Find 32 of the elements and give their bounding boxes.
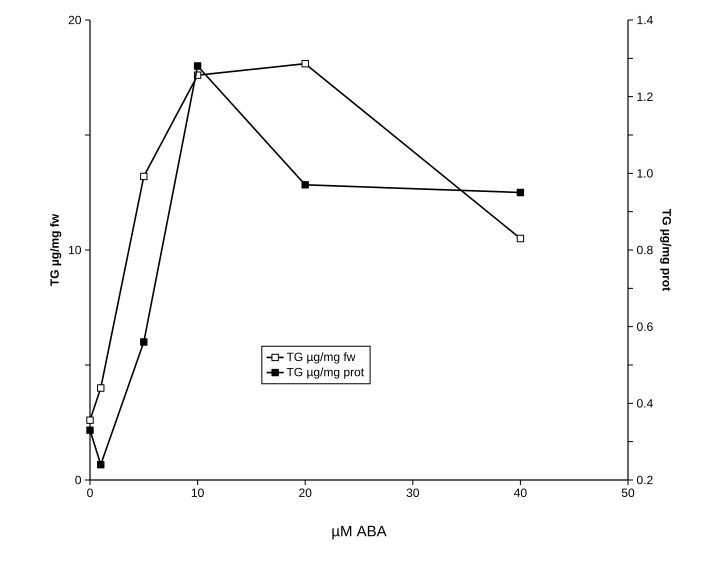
point <box>86 426 94 434</box>
y2-tick-label: 1.2 <box>637 92 653 101</box>
y-tick-label: 0 <box>75 476 82 484</box>
point <box>302 181 309 189</box>
x-tick-label: 0 <box>87 488 93 498</box>
point <box>140 172 148 180</box>
x-tick-label: 30 <box>406 488 420 498</box>
y2-tick-label: 0.4 <box>637 399 653 408</box>
point <box>194 62 202 70</box>
y2-tick-label: 1.4 <box>637 16 653 24</box>
point <box>140 338 148 346</box>
legend-label: TG µg/mg prot <box>286 368 364 379</box>
y-tick-label: 20 <box>68 16 82 24</box>
y2-tick-label: 0.6 <box>637 322 653 331</box>
point <box>86 416 94 424</box>
x-tick-label: 20 <box>299 488 312 498</box>
x-tick-label: 40 <box>514 488 527 498</box>
x-tick-label: 50 <box>622 488 634 498</box>
point <box>516 188 524 196</box>
y2-axis-title: TG µg/mg prot <box>660 209 672 291</box>
legend-label: TG µg/mg fw <box>286 352 356 364</box>
point <box>97 384 104 392</box>
y-axis-title: TG µg/mg fw <box>50 214 62 286</box>
point <box>97 460 104 468</box>
point <box>302 60 309 68</box>
y2-tick-label: 0.2 <box>637 476 653 484</box>
point <box>516 234 524 242</box>
x-tick-label: 10 <box>192 488 204 498</box>
y2-tick-label: 1.0 <box>637 169 653 178</box>
y2-tick-label: 0.8 <box>637 246 653 254</box>
y-tick-label: 10 <box>69 246 82 254</box>
x-axis-title: µM ABA <box>332 526 387 540</box>
